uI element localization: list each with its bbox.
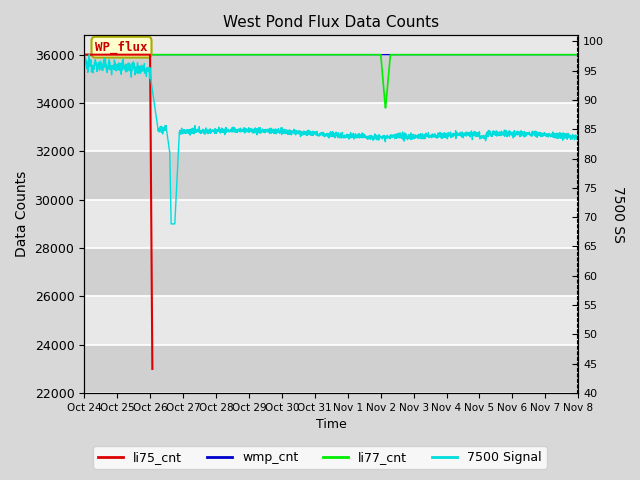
Y-axis label: 7500 SS: 7500 SS bbox=[611, 186, 625, 243]
Text: WP_flux: WP_flux bbox=[95, 40, 148, 54]
Bar bbox=[84, 103, 579, 151]
Y-axis label: Data Counts: Data Counts bbox=[15, 171, 29, 257]
Bar bbox=[84, 248, 579, 297]
X-axis label: Time: Time bbox=[316, 419, 347, 432]
Bar bbox=[84, 55, 579, 103]
Legend: li75_cnt, wmp_cnt, li77_cnt, 7500 Signal: li75_cnt, wmp_cnt, li77_cnt, 7500 Signal bbox=[93, 446, 547, 469]
Bar bbox=[84, 345, 579, 393]
Bar bbox=[84, 200, 579, 248]
Bar bbox=[84, 151, 579, 200]
Bar bbox=[84, 297, 579, 345]
Title: West Pond Flux Data Counts: West Pond Flux Data Counts bbox=[223, 15, 439, 30]
